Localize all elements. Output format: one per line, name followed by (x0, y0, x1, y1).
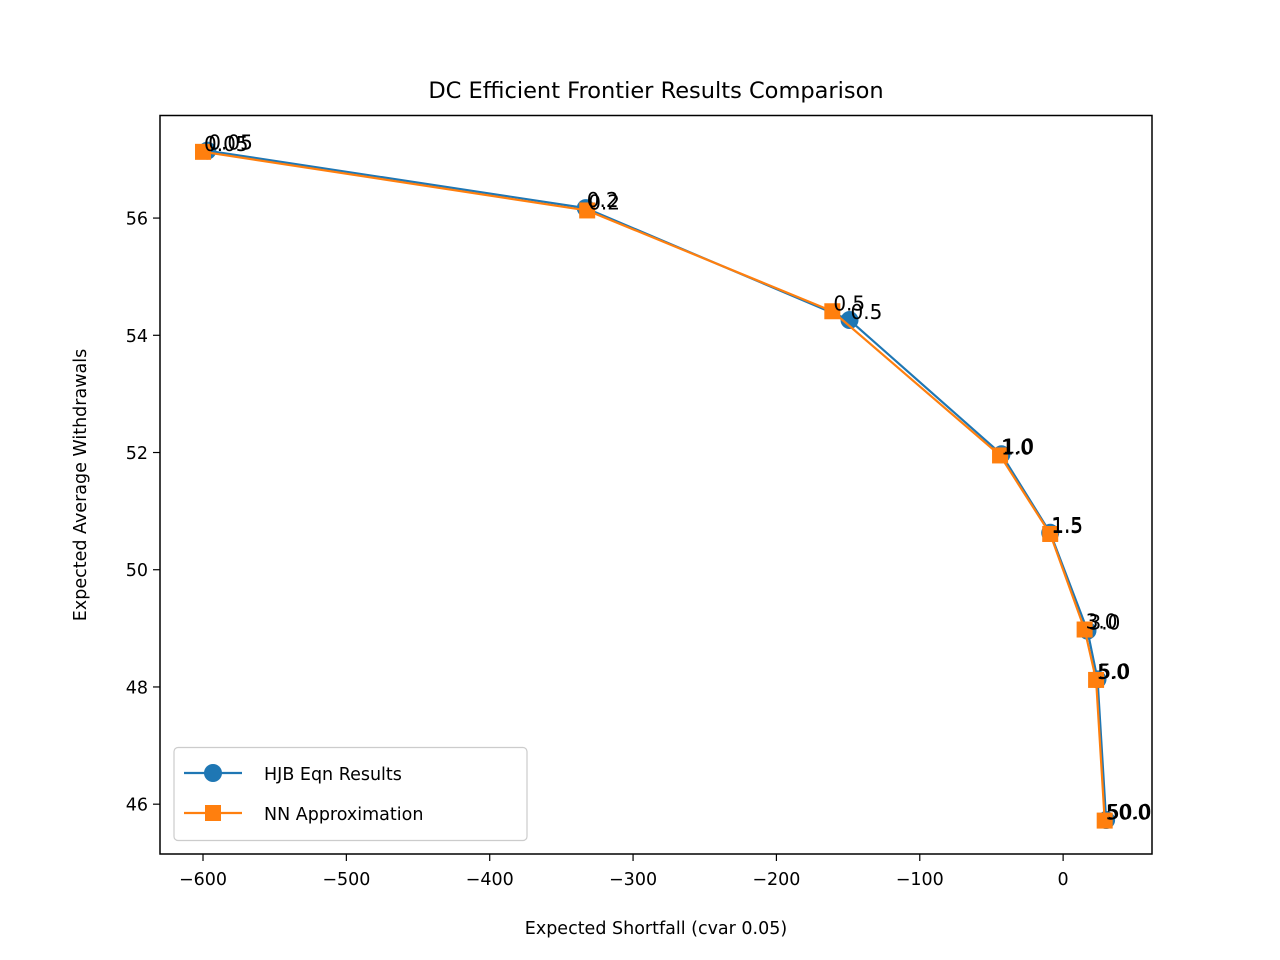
legend-label: HJB Eqn Results (264, 765, 402, 785)
point-annotation: 3.0 (1086, 610, 1118, 634)
x-tick-label: −100 (896, 870, 944, 890)
point-annotation: 50.0 (1106, 801, 1151, 825)
x-tick-label: −200 (752, 870, 800, 890)
chart-title: DC Efficient Frontier Results Comparison (428, 78, 883, 104)
x-tick-label: −600 (179, 870, 227, 890)
x-tick-label: −300 (609, 870, 657, 890)
x-tick-label: −400 (466, 870, 514, 890)
data-point-square (824, 303, 841, 320)
data-point-square (1042, 525, 1059, 542)
y-tick-label: 50 (126, 561, 148, 581)
data-point-circle (840, 311, 859, 330)
point-annotation: 50.0 (1107, 800, 1152, 824)
legend: HJB Eqn Results NN Approximation (173, 746, 528, 842)
axis-ticks: −600 −500 −400 −300 −200 −100 0 46 48 50 52 54 56 (126, 210, 1069, 890)
point-annotation: 3.0 (1088, 611, 1120, 635)
y-tick-label: 54 (126, 327, 148, 347)
point-annotation: 0.5 (833, 291, 865, 315)
point-annotation: 0.05 (204, 132, 249, 156)
series-line (202, 150, 1106, 821)
legend-marker-square (205, 805, 221, 821)
point-annotation: 0.2 (587, 188, 619, 212)
plot-area: 0.050.20.51.01.53.05.050.00.050.20.51.01… (195, 131, 1152, 830)
point-annotation: 1.0 (1001, 435, 1033, 459)
x-tick-label: 0 (1058, 870, 1069, 890)
x-axis-label: Expected Shortfall (cvar 0.05) (525, 919, 787, 939)
data-point-square (1088, 671, 1105, 688)
point-annotation: 1.5 (1051, 513, 1083, 537)
y-tick-label: 56 (126, 210, 148, 230)
y-tick-label: 52 (126, 444, 148, 464)
point-annotation: 0.05 (208, 131, 253, 155)
x-tick-label: −500 (322, 870, 370, 890)
data-point-square (579, 202, 596, 219)
data-point-square (1076, 621, 1093, 638)
legend-marker-circle (204, 764, 222, 782)
axes-frame (159, 114, 1153, 855)
y-tick-label: 48 (126, 678, 148, 698)
data-point-square (1096, 812, 1113, 829)
y-axis-label: Expected Average Withdrawals (71, 349, 91, 621)
point-annotation: 1.0 (1002, 434, 1034, 458)
point-annotation: 0.2 (588, 190, 620, 214)
point-annotation: 5.0 (1099, 659, 1131, 683)
legend-label: NN Approximation (264, 805, 423, 825)
point-annotation: 0.5 (851, 300, 883, 324)
data-point-square (992, 447, 1009, 464)
data-point-square (195, 143, 212, 160)
legend-box (173, 746, 528, 842)
point-annotation: 5.0 (1097, 660, 1129, 684)
point-annotation: 1.5 (1051, 514, 1083, 538)
y-tick-label: 46 (126, 796, 148, 816)
